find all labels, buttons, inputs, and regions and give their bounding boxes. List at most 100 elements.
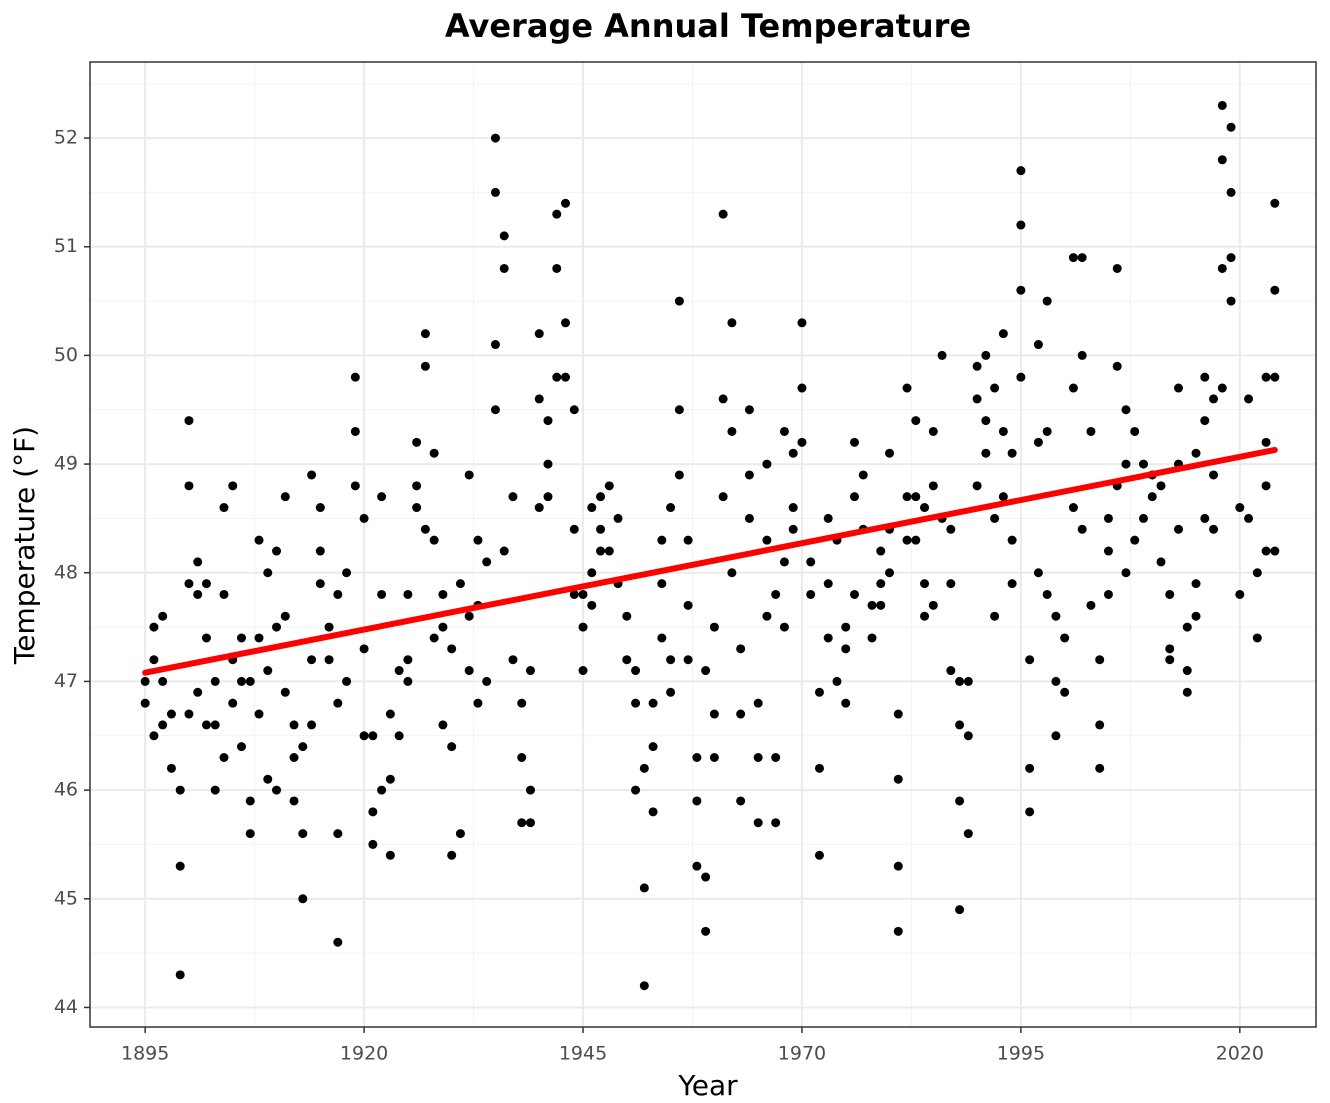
point xyxy=(333,829,343,839)
point xyxy=(429,633,439,643)
point xyxy=(937,350,947,360)
point xyxy=(902,492,912,502)
y-tick-label: 52 xyxy=(54,127,78,149)
point xyxy=(315,579,325,589)
point xyxy=(1095,720,1105,730)
point xyxy=(1077,350,1087,360)
point xyxy=(298,742,308,752)
point xyxy=(1252,633,1262,643)
point xyxy=(280,611,290,621)
point xyxy=(648,742,658,752)
point xyxy=(272,785,282,795)
point xyxy=(525,785,535,795)
point xyxy=(464,666,474,676)
point xyxy=(1086,426,1096,436)
point xyxy=(963,731,973,741)
point xyxy=(1244,513,1254,523)
point xyxy=(140,676,150,686)
point xyxy=(201,633,211,643)
point xyxy=(447,742,457,752)
point xyxy=(596,524,606,534)
point xyxy=(158,611,168,621)
point xyxy=(543,492,553,502)
point xyxy=(1016,285,1026,295)
point xyxy=(928,426,938,436)
point xyxy=(701,872,711,882)
point xyxy=(1209,394,1219,404)
point xyxy=(981,448,991,458)
point xyxy=(490,133,500,143)
point xyxy=(578,589,588,599)
point xyxy=(823,633,833,643)
point xyxy=(1007,448,1017,458)
point xyxy=(814,763,824,773)
point xyxy=(184,709,194,719)
point xyxy=(1226,122,1236,132)
point xyxy=(385,709,395,719)
point xyxy=(517,818,527,828)
point xyxy=(744,405,754,415)
point xyxy=(272,546,282,556)
point xyxy=(683,655,693,665)
point xyxy=(1042,426,1052,436)
point xyxy=(1042,589,1052,599)
point xyxy=(1068,503,1078,513)
point xyxy=(525,666,535,676)
point xyxy=(219,589,229,599)
point xyxy=(823,579,833,589)
point xyxy=(744,513,754,523)
point xyxy=(648,698,658,708)
point xyxy=(1130,426,1140,436)
point xyxy=(1217,263,1227,273)
point xyxy=(412,503,422,513)
point xyxy=(683,600,693,610)
point xyxy=(1261,372,1271,382)
point xyxy=(806,557,816,567)
point xyxy=(263,568,273,578)
point xyxy=(1270,285,1280,295)
point xyxy=(394,731,404,741)
point xyxy=(788,524,798,534)
point xyxy=(1007,535,1017,545)
point xyxy=(604,546,614,556)
point xyxy=(692,796,702,806)
point xyxy=(1095,763,1105,773)
point xyxy=(946,666,956,676)
point xyxy=(885,448,895,458)
point xyxy=(210,785,220,795)
point xyxy=(517,752,527,762)
point xyxy=(876,579,886,589)
point xyxy=(315,546,325,556)
point xyxy=(1209,524,1219,534)
point xyxy=(193,687,203,697)
point xyxy=(377,785,387,795)
point xyxy=(963,829,973,839)
point xyxy=(587,503,597,513)
point xyxy=(674,470,684,480)
point xyxy=(455,829,465,839)
point xyxy=(762,459,772,469)
point xyxy=(920,503,930,513)
point xyxy=(639,883,649,893)
point xyxy=(1182,687,1192,697)
point xyxy=(639,981,649,991)
point xyxy=(1033,437,1043,447)
point xyxy=(963,676,973,686)
point xyxy=(403,589,413,599)
point xyxy=(718,209,728,219)
point xyxy=(578,666,588,676)
point xyxy=(596,546,606,556)
point xyxy=(280,492,290,502)
point xyxy=(998,492,1008,502)
point xyxy=(990,611,1000,621)
point xyxy=(254,535,264,545)
point xyxy=(1051,611,1061,621)
point xyxy=(955,796,965,806)
point xyxy=(236,633,246,643)
point xyxy=(438,622,448,632)
point xyxy=(1016,372,1026,382)
point xyxy=(1156,557,1166,567)
point xyxy=(1095,655,1105,665)
point xyxy=(333,698,343,708)
trend-line xyxy=(142,446,1278,676)
